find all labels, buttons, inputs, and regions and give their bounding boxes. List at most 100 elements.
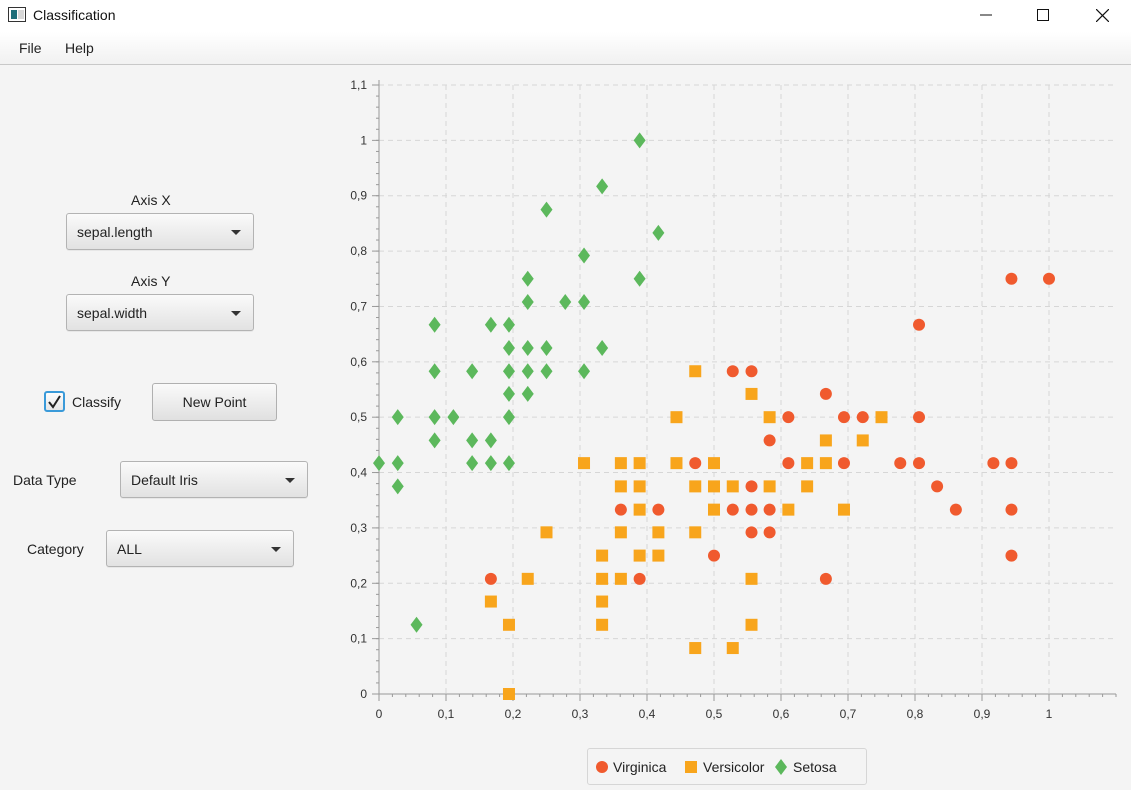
point-setosa[interactable] xyxy=(540,363,553,380)
axis-y-select[interactable]: sepal.width xyxy=(66,294,254,331)
point-setosa[interactable] xyxy=(596,339,609,356)
point-setosa[interactable] xyxy=(521,385,534,402)
point-setosa[interactable] xyxy=(447,409,460,426)
point-versicolor[interactable] xyxy=(689,365,702,378)
point-virginica[interactable] xyxy=(763,434,776,447)
point-versicolor[interactable] xyxy=(596,549,609,562)
point-versicolor[interactable] xyxy=(614,480,627,493)
point-setosa[interactable] xyxy=(633,132,646,149)
new-point-button[interactable]: New Point xyxy=(152,383,277,421)
point-versicolor[interactable] xyxy=(763,480,776,493)
point-setosa[interactable] xyxy=(559,294,572,311)
point-setosa[interactable] xyxy=(578,294,591,311)
point-versicolor[interactable] xyxy=(726,642,739,655)
point-versicolor[interactable] xyxy=(670,411,683,424)
point-virginica[interactable] xyxy=(1005,503,1018,516)
point-setosa[interactable] xyxy=(428,316,441,333)
point-versicolor[interactable] xyxy=(689,642,702,655)
point-versicolor[interactable] xyxy=(502,618,515,631)
point-virginica[interactable] xyxy=(1005,272,1018,285)
point-setosa[interactable] xyxy=(373,455,385,472)
point-versicolor[interactable] xyxy=(745,618,758,631)
point-setosa[interactable] xyxy=(502,455,515,472)
minimize-button[interactable] xyxy=(963,0,1009,30)
point-versicolor[interactable] xyxy=(614,457,627,470)
point-versicolor[interactable] xyxy=(596,618,609,631)
point-versicolor[interactable] xyxy=(856,434,869,447)
point-versicolor[interactable] xyxy=(689,480,702,493)
point-setosa[interactable] xyxy=(391,409,404,426)
point-versicolor[interactable] xyxy=(614,572,627,585)
point-setosa[interactable] xyxy=(466,432,479,449)
point-virginica[interactable] xyxy=(1043,272,1055,285)
maximize-button[interactable] xyxy=(1020,0,1066,30)
point-virginica[interactable] xyxy=(949,503,962,516)
point-setosa[interactable] xyxy=(633,270,646,287)
point-virginica[interactable] xyxy=(726,503,739,516)
point-setosa[interactable] xyxy=(502,363,515,380)
point-versicolor[interactable] xyxy=(652,526,665,539)
menu-help[interactable]: Help xyxy=(65,40,94,56)
point-versicolor[interactable] xyxy=(837,503,850,516)
point-virginica[interactable] xyxy=(745,526,758,539)
point-setosa[interactable] xyxy=(596,178,609,195)
point-versicolor[interactable] xyxy=(801,480,814,493)
point-versicolor[interactable] xyxy=(670,457,683,470)
point-versicolor[interactable] xyxy=(782,503,795,516)
point-setosa[interactable] xyxy=(428,409,441,426)
point-virginica[interactable] xyxy=(1005,549,1018,562)
point-setosa[interactable] xyxy=(502,339,515,356)
point-setosa[interactable] xyxy=(428,363,441,380)
point-versicolor[interactable] xyxy=(502,688,515,700)
point-versicolor[interactable] xyxy=(596,572,609,585)
point-versicolor[interactable] xyxy=(726,480,739,493)
point-virginica[interactable] xyxy=(819,387,832,400)
point-virginica[interactable] xyxy=(745,503,758,516)
point-virginica[interactable] xyxy=(652,503,665,516)
point-setosa[interactable] xyxy=(391,478,404,495)
point-virginica[interactable] xyxy=(837,457,850,470)
point-setosa[interactable] xyxy=(521,270,534,287)
point-virginica[interactable] xyxy=(782,411,795,424)
point-virginica[interactable] xyxy=(913,411,926,424)
classify-checkbox[interactable] xyxy=(44,391,65,412)
point-versicolor[interactable] xyxy=(801,457,814,470)
close-button[interactable] xyxy=(1079,0,1125,30)
point-virginica[interactable] xyxy=(633,572,646,585)
point-setosa[interactable] xyxy=(428,432,441,449)
point-setosa[interactable] xyxy=(410,616,423,633)
point-setosa[interactable] xyxy=(391,455,404,472)
point-virginica[interactable] xyxy=(745,480,758,493)
scatter-chart[interactable]: 0 0,1 0,2 0,3 0,4 0,5 0,6 0,7 0,8 0,9 1 1,1 0 0,1 0,2 0… xyxy=(330,70,1131,745)
point-virginica[interactable] xyxy=(708,549,720,562)
point-versicolor[interactable] xyxy=(745,572,758,585)
point-versicolor[interactable] xyxy=(763,411,776,424)
axis-x-select[interactable]: sepal.length xyxy=(66,213,254,250)
point-virginica[interactable] xyxy=(819,572,832,585)
point-versicolor[interactable] xyxy=(578,457,591,470)
point-virginica[interactable] xyxy=(987,457,1000,470)
point-virginica[interactable] xyxy=(782,457,795,470)
point-virginica[interactable] xyxy=(484,572,497,585)
point-virginica[interactable] xyxy=(837,411,850,424)
point-versicolor[interactable] xyxy=(633,549,646,562)
point-setosa[interactable] xyxy=(466,363,479,380)
point-setosa[interactable] xyxy=(484,316,497,333)
point-setosa[interactable] xyxy=(521,294,534,311)
point-versicolor[interactable] xyxy=(875,411,888,424)
menu-file[interactable]: File xyxy=(19,40,42,56)
point-setosa[interactable] xyxy=(540,339,553,356)
point-virginica[interactable] xyxy=(913,318,926,331)
point-versicolor[interactable] xyxy=(819,434,832,447)
point-setosa[interactable] xyxy=(521,363,534,380)
point-setosa[interactable] xyxy=(521,339,534,356)
point-setosa[interactable] xyxy=(652,224,665,241)
point-versicolor[interactable] xyxy=(596,595,609,608)
point-versicolor[interactable] xyxy=(484,595,497,608)
point-versicolor[interactable] xyxy=(708,503,720,516)
point-versicolor[interactable] xyxy=(614,526,627,539)
point-virginica[interactable] xyxy=(614,503,627,516)
point-setosa[interactable] xyxy=(466,455,479,472)
point-setosa[interactable] xyxy=(484,455,497,472)
point-setosa[interactable] xyxy=(540,201,553,218)
